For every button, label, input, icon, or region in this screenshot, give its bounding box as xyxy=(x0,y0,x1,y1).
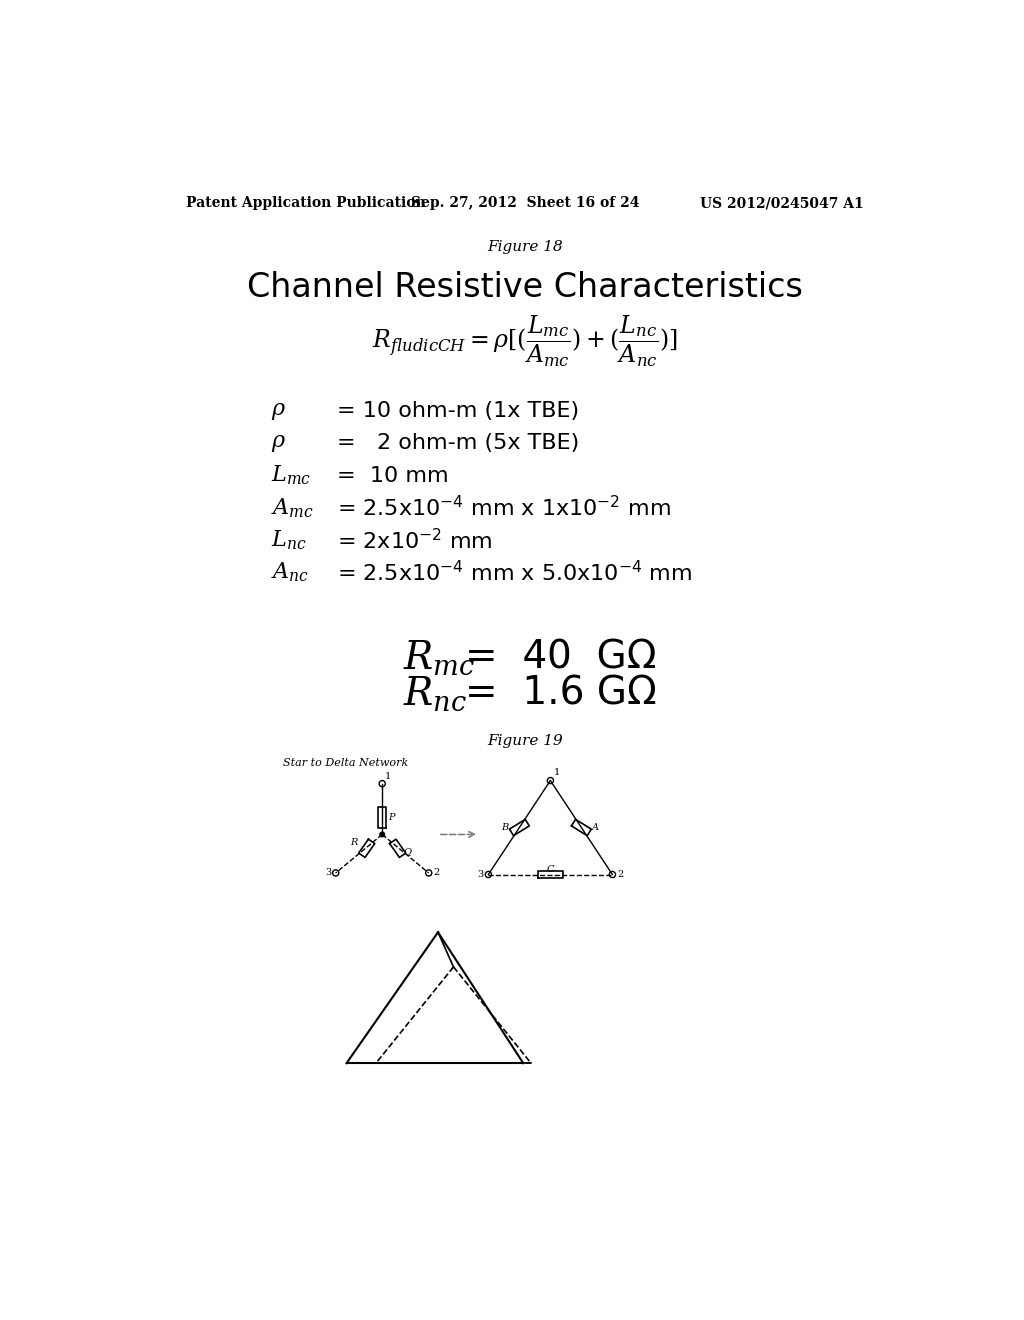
Text: Channel Resistive Characteristics: Channel Resistive Characteristics xyxy=(247,272,803,305)
Text: Star to Delta Network: Star to Delta Network xyxy=(283,758,409,768)
Text: =   2 ohm-m (5x TBE): = 2 ohm-m (5x TBE) xyxy=(337,433,580,453)
Text: =  1.6 GΩ: = 1.6 GΩ xyxy=(465,675,656,713)
Text: R: R xyxy=(350,838,357,846)
Text: $R_{\mathit{fludicCH}} = \rho[(\dfrac{L_{mc}}{A_{mc}})+(\dfrac{L_{nc}}{A_{nc}})]: $R_{\mathit{fludicCH}} = \rho[(\dfrac{L_… xyxy=(372,314,678,370)
Text: Q: Q xyxy=(403,847,412,855)
Text: Sep. 27, 2012  Sheet 16 of 24: Sep. 27, 2012 Sheet 16 of 24 xyxy=(411,197,639,210)
Text: Figure 18: Figure 18 xyxy=(487,240,562,253)
Text: $A_{mc}$: $A_{mc}$ xyxy=(271,496,314,520)
Text: Figure 19: Figure 19 xyxy=(487,734,562,748)
Text: =  40  GΩ: = 40 GΩ xyxy=(465,639,656,676)
Text: 3: 3 xyxy=(325,869,331,878)
Text: =  10 mm: = 10 mm xyxy=(337,466,449,486)
Text: 2: 2 xyxy=(433,869,439,878)
Text: = 2x10$^{-2}$ mm: = 2x10$^{-2}$ mm xyxy=(337,528,493,553)
Text: 2: 2 xyxy=(617,870,624,879)
Text: US 2012/0245047 A1: US 2012/0245047 A1 xyxy=(700,197,864,210)
Text: = 2.5x10$^{-4}$ mm x 5.0x10$^{-4}$ mm: = 2.5x10$^{-4}$ mm x 5.0x10$^{-4}$ mm xyxy=(337,560,692,585)
Text: 1: 1 xyxy=(385,772,391,780)
Text: $R_{nc}$: $R_{nc}$ xyxy=(403,675,467,713)
Text: P: P xyxy=(388,813,395,822)
Text: $L_{mc}$: $L_{mc}$ xyxy=(271,463,311,487)
Text: $L_{nc}$: $L_{nc}$ xyxy=(271,528,307,552)
Text: $\rho$: $\rho$ xyxy=(271,400,287,422)
Text: = 10 ohm-m (1x TBE): = 10 ohm-m (1x TBE) xyxy=(337,401,580,421)
Text: 3: 3 xyxy=(477,870,483,879)
Text: B: B xyxy=(502,824,509,832)
Text: $R_{mc}$: $R_{mc}$ xyxy=(403,638,475,677)
Circle shape xyxy=(380,832,385,837)
Text: 1: 1 xyxy=(554,768,560,776)
Text: C: C xyxy=(547,866,554,874)
Text: Patent Application Publication: Patent Application Publication xyxy=(186,197,426,210)
Text: $A_{nc}$: $A_{nc}$ xyxy=(271,561,309,585)
Text: A: A xyxy=(592,824,599,832)
Text: = 2.5x10$^{-4}$ mm x 1x10$^{-2}$ mm: = 2.5x10$^{-4}$ mm x 1x10$^{-2}$ mm xyxy=(337,495,672,520)
Text: $\rho$: $\rho$ xyxy=(271,433,287,454)
